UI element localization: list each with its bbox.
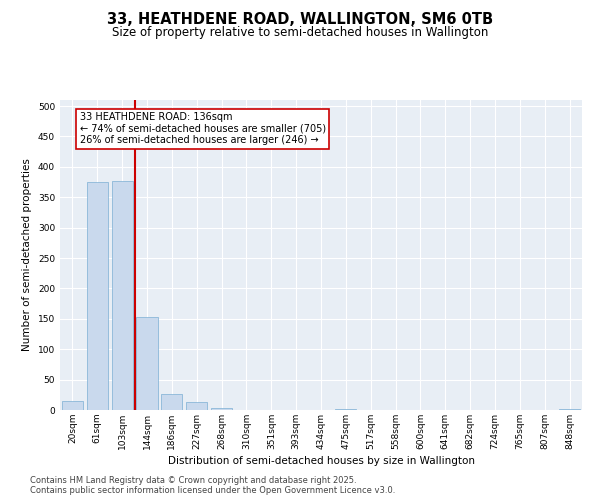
Y-axis label: Number of semi-detached properties: Number of semi-detached properties — [22, 158, 32, 352]
Bar — [211, 408, 232, 410]
Bar — [335, 409, 356, 410]
X-axis label: Distribution of semi-detached houses by size in Wallington: Distribution of semi-detached houses by … — [167, 456, 475, 466]
Bar — [136, 317, 158, 410]
Text: Contains HM Land Registry data © Crown copyright and database right 2025.
Contai: Contains HM Land Registry data © Crown c… — [30, 476, 395, 495]
Text: 33, HEATHDENE ROAD, WALLINGTON, SM6 0TB: 33, HEATHDENE ROAD, WALLINGTON, SM6 0TB — [107, 12, 493, 28]
Bar — [112, 181, 133, 410]
Text: 33 HEATHDENE ROAD: 136sqm
← 74% of semi-detached houses are smaller (705)
26% of: 33 HEATHDENE ROAD: 136sqm ← 74% of semi-… — [80, 112, 326, 146]
Bar — [161, 394, 182, 410]
Bar — [186, 402, 207, 410]
Bar — [62, 401, 83, 410]
Bar — [87, 182, 108, 410]
Bar — [559, 409, 580, 410]
Text: Size of property relative to semi-detached houses in Wallington: Size of property relative to semi-detach… — [112, 26, 488, 39]
